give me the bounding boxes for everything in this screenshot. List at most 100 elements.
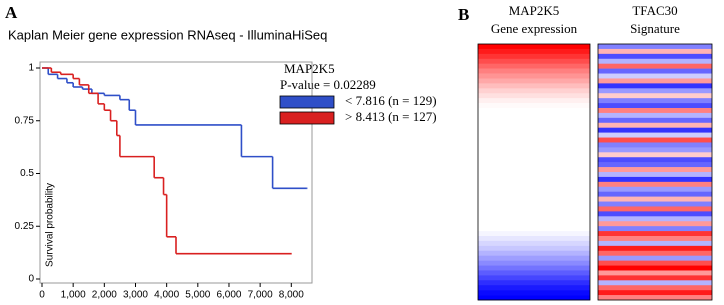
heatmap-cell (478, 295, 590, 301)
heatmap-cell (598, 147, 712, 153)
legend-subtitle: P-value = 0.02289 (280, 77, 376, 92)
x-tick-label: 8,000 (279, 290, 304, 301)
heatmap-cell (478, 108, 590, 114)
heatmap-cell (478, 206, 590, 212)
heatmap-cell (598, 127, 712, 133)
heatmap-cell (598, 295, 712, 301)
x-tick-label: 1,000 (61, 290, 86, 301)
heatmap-cell (478, 162, 590, 168)
column-subtitle: Signature (630, 21, 680, 36)
heatmap-cell (598, 44, 712, 50)
heatmap-cell (598, 260, 712, 266)
column-subtitle: Gene expression (491, 21, 578, 36)
heatmap-cell (478, 137, 590, 143)
x-tick-label: 2,000 (92, 290, 117, 301)
heatmap-cell (598, 201, 712, 207)
heatmap-cell (478, 196, 590, 202)
heatmap-cell (598, 181, 712, 188)
heatmap-cell (478, 181, 590, 188)
heatmap-cell (598, 275, 712, 281)
heatmap-cell (478, 167, 590, 173)
panel-letter: B (458, 5, 469, 24)
plot-frame (39, 61, 313, 284)
heatmap-cell (478, 73, 590, 79)
heatmap-cell (478, 255, 590, 261)
heatmap-cell (598, 78, 712, 84)
heatmap-cell (598, 132, 712, 138)
heatmap-cell (598, 285, 712, 291)
heatmap-cell (598, 270, 712, 276)
heatmap-cell (598, 162, 712, 168)
heatmap-cell (598, 211, 712, 217)
heatmap-cell (598, 196, 712, 202)
heatmap-cell (478, 186, 590, 192)
heatmap-cell (598, 245, 712, 252)
heatmap-cell (478, 127, 590, 133)
heatmap-cell (598, 157, 712, 163)
y-tick-label: 1 (28, 63, 34, 74)
heatmap-cell (478, 216, 590, 222)
heatmap-cell (598, 83, 712, 89)
x-tick-label: 0 (39, 290, 45, 301)
heatmap-cell (478, 265, 590, 271)
y-tick-label: 0.75 (15, 115, 35, 126)
x-tick-label: 7,000 (248, 290, 273, 301)
heatmap-cell (478, 275, 590, 281)
heatmap-cell (478, 172, 590, 178)
heatmap-cell (598, 53, 712, 60)
heatmap-cell (598, 152, 712, 158)
heatmap-cell (478, 201, 590, 207)
heatmap-cell (598, 58, 712, 64)
heatmap-cell (478, 176, 590, 183)
y-tick-label: 0.25 (15, 221, 35, 232)
heatmap-cell (598, 206, 712, 212)
heatmap-cell (478, 240, 590, 247)
heatmap-cell (478, 290, 590, 296)
heatmap-cell (478, 93, 590, 99)
heatmap-cell (598, 98, 712, 104)
column-title: MAP2K5 (509, 3, 560, 18)
heatmap-cell (598, 186, 712, 192)
heatmap-cell (478, 221, 590, 227)
heatmap-cell (478, 68, 590, 74)
heatmap-cell (598, 176, 712, 183)
heatmap-cell (598, 142, 712, 148)
heatmap-cell (598, 73, 712, 79)
heatmap-cell (598, 63, 712, 69)
heatmap-cell (598, 68, 712, 74)
heatmap-cell (598, 88, 712, 94)
heatmap-cell (478, 285, 590, 291)
y-tick-label: 0 (28, 274, 34, 285)
heatmap-cell (598, 265, 712, 271)
heatmap-cell (478, 88, 590, 94)
heatmap-cell (598, 240, 712, 247)
legend-swatch (279, 95, 335, 109)
heatmap-cell (478, 53, 590, 60)
heatmap-cell (478, 152, 590, 158)
heatmap-cell (478, 157, 590, 163)
heatmap-cell (478, 226, 590, 232)
heatmap-cell (478, 83, 590, 89)
heatmap-cell (598, 236, 712, 242)
legend-title: MAP2K5 (284, 61, 335, 76)
heatmap-cell (478, 112, 590, 119)
column-title: TFAC30 (632, 3, 677, 18)
heatmap-cell (478, 132, 590, 138)
heatmap-cell (478, 103, 590, 109)
y-axis-label: Survival probability (45, 183, 56, 267)
heatmap-cell (598, 255, 712, 261)
heatmap-cell (598, 226, 712, 232)
chart-title: Kaplan Meier gene expression RNAseq - Il… (8, 27, 327, 42)
heatmap-cell (478, 48, 590, 55)
heatmap-cell (478, 58, 590, 64)
x-tick-label: 5,000 (185, 290, 210, 301)
heatmap-cell (478, 211, 590, 217)
heatmap-cell (478, 270, 590, 276)
heatmap-cell (598, 216, 712, 222)
legend-swatch (279, 111, 335, 125)
legend-label: < 7.816 (n = 129) (345, 93, 437, 108)
heatmap-cell (478, 231, 590, 237)
x-tick-label: 6,000 (216, 290, 241, 301)
heatmap-cell (598, 137, 712, 143)
